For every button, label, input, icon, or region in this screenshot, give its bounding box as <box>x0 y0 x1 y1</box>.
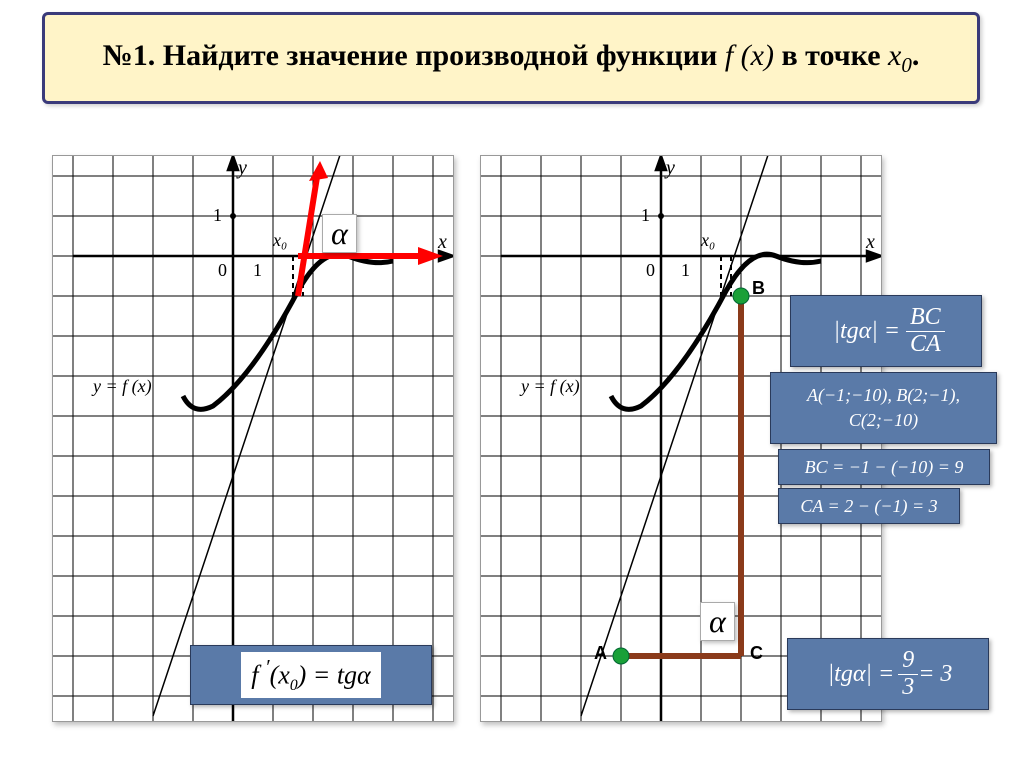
svg-text:x₀: x₀ <box>700 230 715 250</box>
label-c: C <box>750 643 763 664</box>
svg-text:y: y <box>664 157 675 179</box>
title-text: №1. Найдите значение производной функции… <box>103 38 920 78</box>
graph-left-svg: y x 0 1 1 x₀ y = f (x) <box>53 156 453 721</box>
svg-text:1: 1 <box>641 205 650 225</box>
label-a: A <box>594 643 607 664</box>
svg-text:y: y <box>236 157 247 179</box>
coords-line1: A(−1;−10), B(2;−1), <box>807 383 960 408</box>
svg-text:1: 1 <box>681 260 690 280</box>
svg-text:y = f (x): y = f (x) <box>91 376 152 397</box>
svg-text:0: 0 <box>646 260 655 280</box>
formula-derivative: f ′(x0) = tgα <box>241 652 380 699</box>
svg-text:1: 1 <box>213 205 222 225</box>
alpha-left: α <box>322 214 357 253</box>
alpha-right: α <box>700 602 735 641</box>
box-ca: CA = 2 − (−1) = 3 <box>778 488 960 524</box>
svg-text:1: 1 <box>253 260 262 280</box>
box-bc: BC = −1 − (−10) = 9 <box>778 449 990 485</box>
box-result: |tgα| = 93 = 3 <box>787 638 989 710</box>
coords-line2: C(2;−10) <box>849 408 918 433</box>
svg-text:x: x <box>865 231 875 253</box>
graph-left: y x 0 1 1 x₀ y = f (x) <box>52 155 454 722</box>
svg-text:0: 0 <box>218 260 227 280</box>
svg-text:x: x <box>437 231 447 253</box>
label-b: B <box>752 278 765 299</box>
box-tg-ratio: |tgα| = BCCA <box>790 295 982 367</box>
formula-left-box: f ′(x0) = tgα <box>190 645 432 705</box>
svg-text:x₀: x₀ <box>272 230 287 250</box>
title-box: №1. Найдите значение производной функции… <box>42 12 980 104</box>
box-coords: A(−1;−10), B(2;−1), C(2;−10) <box>770 372 997 444</box>
svg-text:y = f (x): y = f (x) <box>519 376 580 397</box>
